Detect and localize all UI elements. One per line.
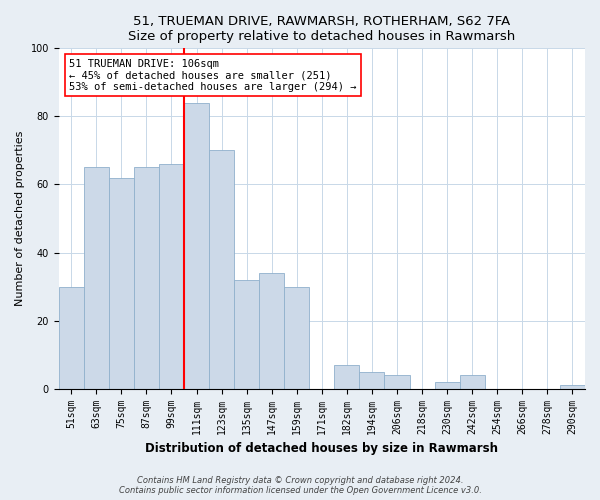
- Bar: [284, 286, 309, 388]
- X-axis label: Distribution of detached houses by size in Rawmarsh: Distribution of detached houses by size …: [145, 442, 499, 455]
- Bar: [359, 372, 385, 388]
- Bar: [434, 382, 460, 388]
- Bar: [560, 386, 585, 388]
- Y-axis label: Number of detached properties: Number of detached properties: [15, 131, 25, 306]
- Bar: [159, 164, 184, 388]
- Bar: [184, 103, 209, 389]
- Title: 51, TRUEMAN DRIVE, RAWMARSH, ROTHERHAM, S62 7FA
Size of property relative to det: 51, TRUEMAN DRIVE, RAWMARSH, ROTHERHAM, …: [128, 15, 515, 43]
- Bar: [84, 168, 109, 388]
- Bar: [109, 178, 134, 388]
- Bar: [334, 365, 359, 388]
- Bar: [59, 286, 84, 388]
- Bar: [460, 375, 485, 388]
- Bar: [209, 150, 234, 388]
- Text: 51 TRUEMAN DRIVE: 106sqm
← 45% of detached houses are smaller (251)
53% of semi-: 51 TRUEMAN DRIVE: 106sqm ← 45% of detach…: [69, 58, 356, 92]
- Bar: [134, 168, 159, 388]
- Bar: [385, 375, 410, 388]
- Bar: [259, 273, 284, 388]
- Bar: [234, 280, 259, 388]
- Text: Contains HM Land Registry data © Crown copyright and database right 2024.
Contai: Contains HM Land Registry data © Crown c…: [119, 476, 481, 495]
